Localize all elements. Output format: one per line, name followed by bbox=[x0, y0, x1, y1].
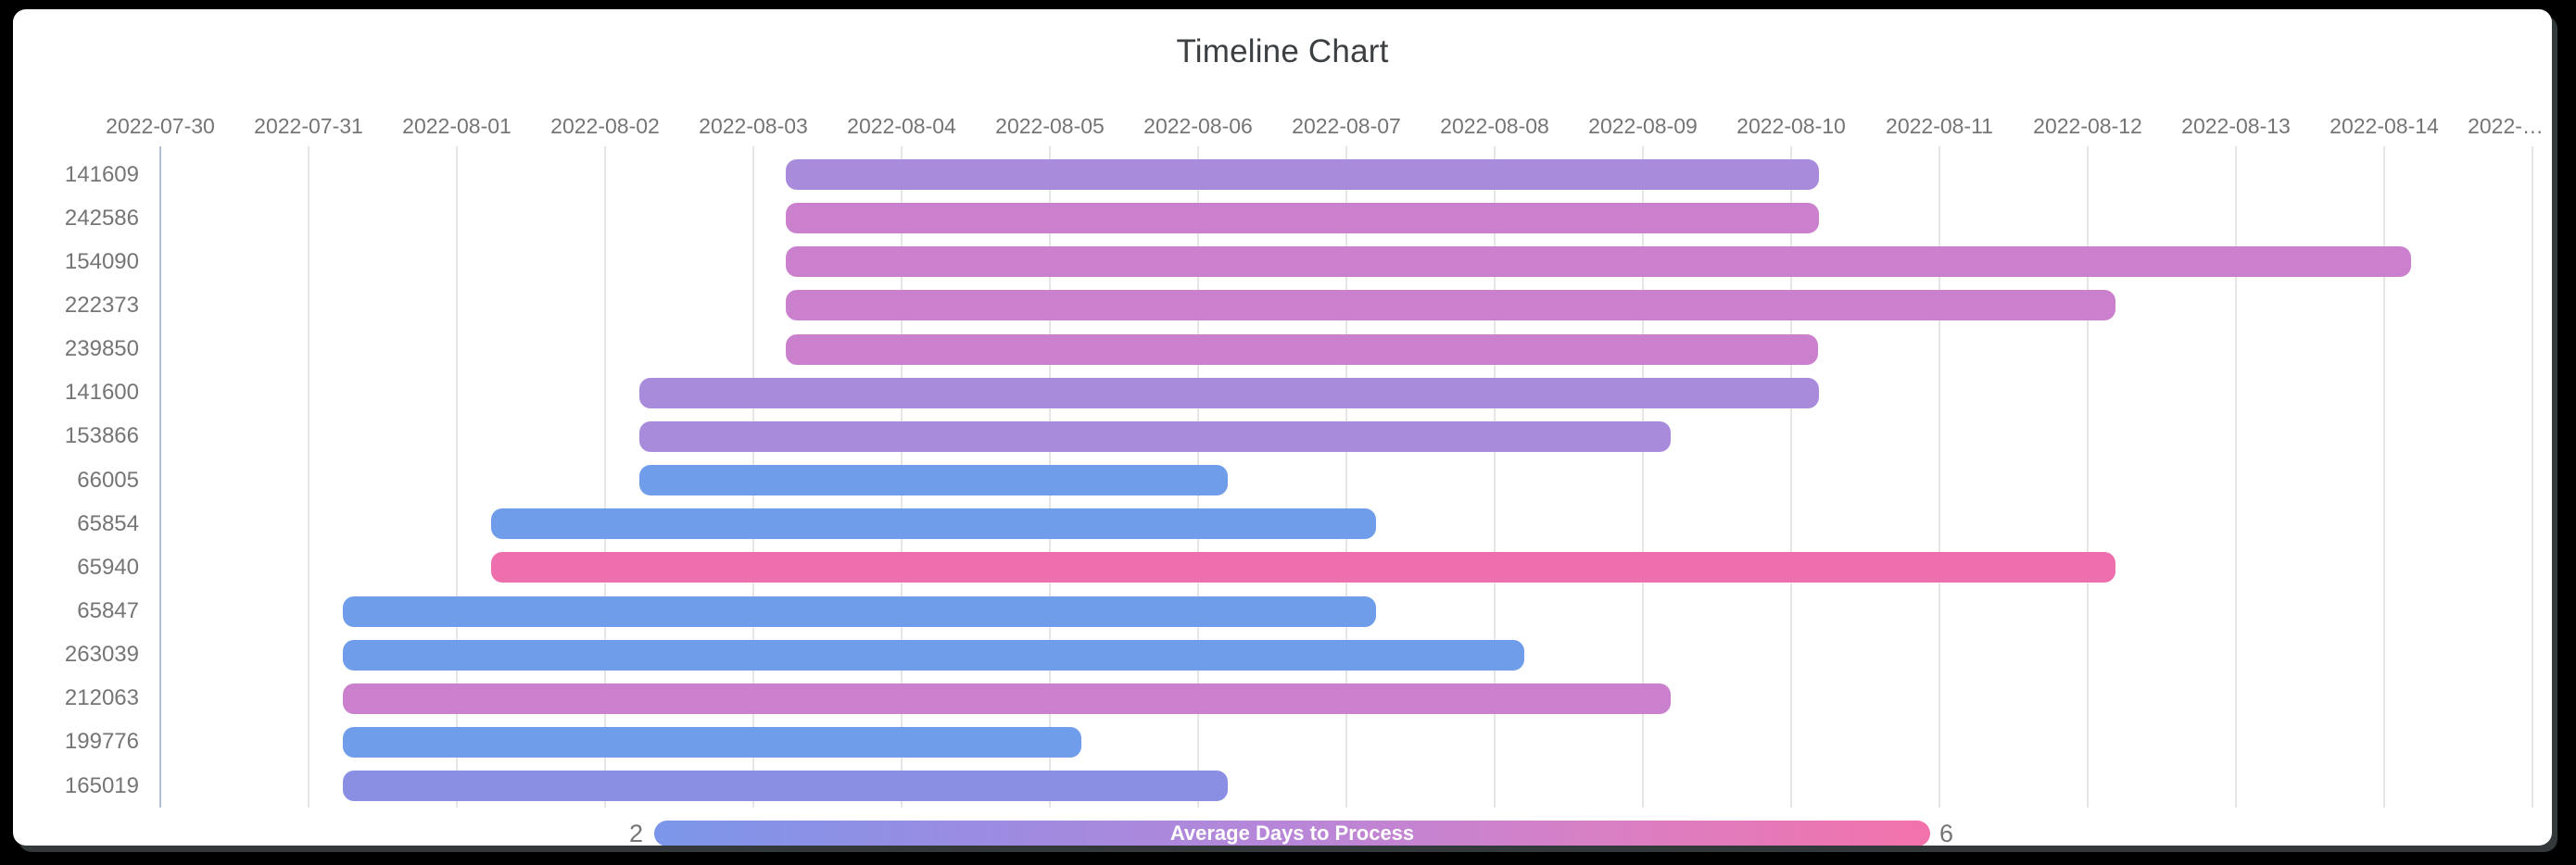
row-label: 199776 bbox=[64, 729, 139, 755]
timeline-bar[interactable] bbox=[342, 771, 1228, 802]
x-tick-label: 2022-07-30 bbox=[106, 114, 215, 138]
row-label: 65847 bbox=[77, 598, 139, 623]
x-tick-label: 2022-08-03 bbox=[699, 114, 808, 138]
gridline bbox=[308, 146, 309, 808]
x-tick-label: 2022-08-02 bbox=[550, 114, 660, 138]
timeline-bar[interactable] bbox=[786, 246, 2411, 278]
legend-label: Average Days to Process bbox=[1169, 821, 1415, 845]
row-label: 141609 bbox=[64, 161, 139, 187]
chart-title: Timeline Chart bbox=[1176, 33, 1389, 69]
gridline bbox=[1790, 146, 1792, 808]
x-tick-label: 2022-08-13 bbox=[2181, 114, 2291, 138]
row-label: 154090 bbox=[64, 248, 139, 274]
legend-gradient-bar: Average Days to Process bbox=[654, 821, 1930, 846]
timeline-bar[interactable] bbox=[786, 159, 1820, 190]
x-tick-label: 2022-08-10 bbox=[1736, 114, 1846, 138]
x-tick-label: 2022-08-06 bbox=[1143, 114, 1253, 138]
row-label: 222373 bbox=[64, 292, 139, 318]
row-label: 165019 bbox=[64, 772, 139, 798]
x-tick-label: 2022-08-12 bbox=[2033, 114, 2142, 138]
gridline bbox=[456, 146, 458, 808]
x-tick-label: 2022-08-11 bbox=[1886, 114, 1993, 138]
x-tick-label: 2022-07-31 bbox=[254, 114, 363, 138]
timeline-bar[interactable] bbox=[786, 290, 2116, 321]
row-label: 263039 bbox=[64, 642, 139, 668]
gridline bbox=[1345, 146, 1347, 808]
row-label: 239850 bbox=[64, 336, 139, 362]
timeline-bar[interactable] bbox=[786, 333, 1818, 365]
gridline bbox=[1642, 146, 1644, 808]
gridline bbox=[604, 146, 606, 808]
row-label: 66005 bbox=[77, 467, 139, 493]
row-label: 65854 bbox=[77, 510, 139, 536]
gridline bbox=[2087, 146, 2089, 808]
timeline-bar[interactable] bbox=[342, 595, 1376, 627]
timeline-bar[interactable] bbox=[638, 377, 1820, 408]
x-tick-label: 2022-08-08 bbox=[1440, 114, 1549, 138]
timeline-bar[interactable] bbox=[786, 203, 1820, 234]
timeline-bar[interactable] bbox=[342, 639, 1524, 671]
timeline-bar[interactable] bbox=[490, 552, 2116, 583]
x-tick-label: 2022-08-09 bbox=[1588, 114, 1698, 138]
gridline bbox=[2383, 146, 2385, 808]
timeline-bar[interactable] bbox=[342, 726, 1081, 758]
legend-min-value: 2 bbox=[628, 820, 643, 846]
gridline bbox=[2532, 146, 2533, 808]
timeline-bar[interactable] bbox=[638, 465, 1228, 496]
row-label: 141600 bbox=[64, 380, 139, 406]
timeline-bar[interactable] bbox=[342, 683, 1672, 714]
axis-line bbox=[159, 146, 161, 808]
x-tick-label: 2022-08-01 bbox=[402, 114, 511, 138]
timeline-bar[interactable] bbox=[490, 508, 1376, 540]
row-label: 153866 bbox=[64, 423, 139, 449]
row-label: 65940 bbox=[77, 554, 139, 580]
x-tick-label: 2022-… bbox=[2468, 114, 2544, 138]
gridline bbox=[1494, 146, 1496, 808]
row-label: 242586 bbox=[64, 205, 139, 231]
x-tick-label: 2022-08-14 bbox=[2330, 114, 2439, 138]
gridline bbox=[1938, 146, 1940, 808]
x-tick-label: 2022-08-05 bbox=[995, 114, 1105, 138]
legend-max-value: 6 bbox=[1939, 820, 1954, 846]
row-label: 212063 bbox=[64, 685, 139, 711]
timeline-bar[interactable] bbox=[638, 420, 1672, 452]
chart-panel: Timeline Chart 2022-07-30 2022-07-31 2022-… bbox=[13, 9, 2552, 846]
x-tick-label: 2022-08-04 bbox=[847, 114, 956, 138]
x-tick-label: 2022-08-07 bbox=[1292, 114, 1401, 138]
gridline bbox=[2235, 146, 2237, 808]
